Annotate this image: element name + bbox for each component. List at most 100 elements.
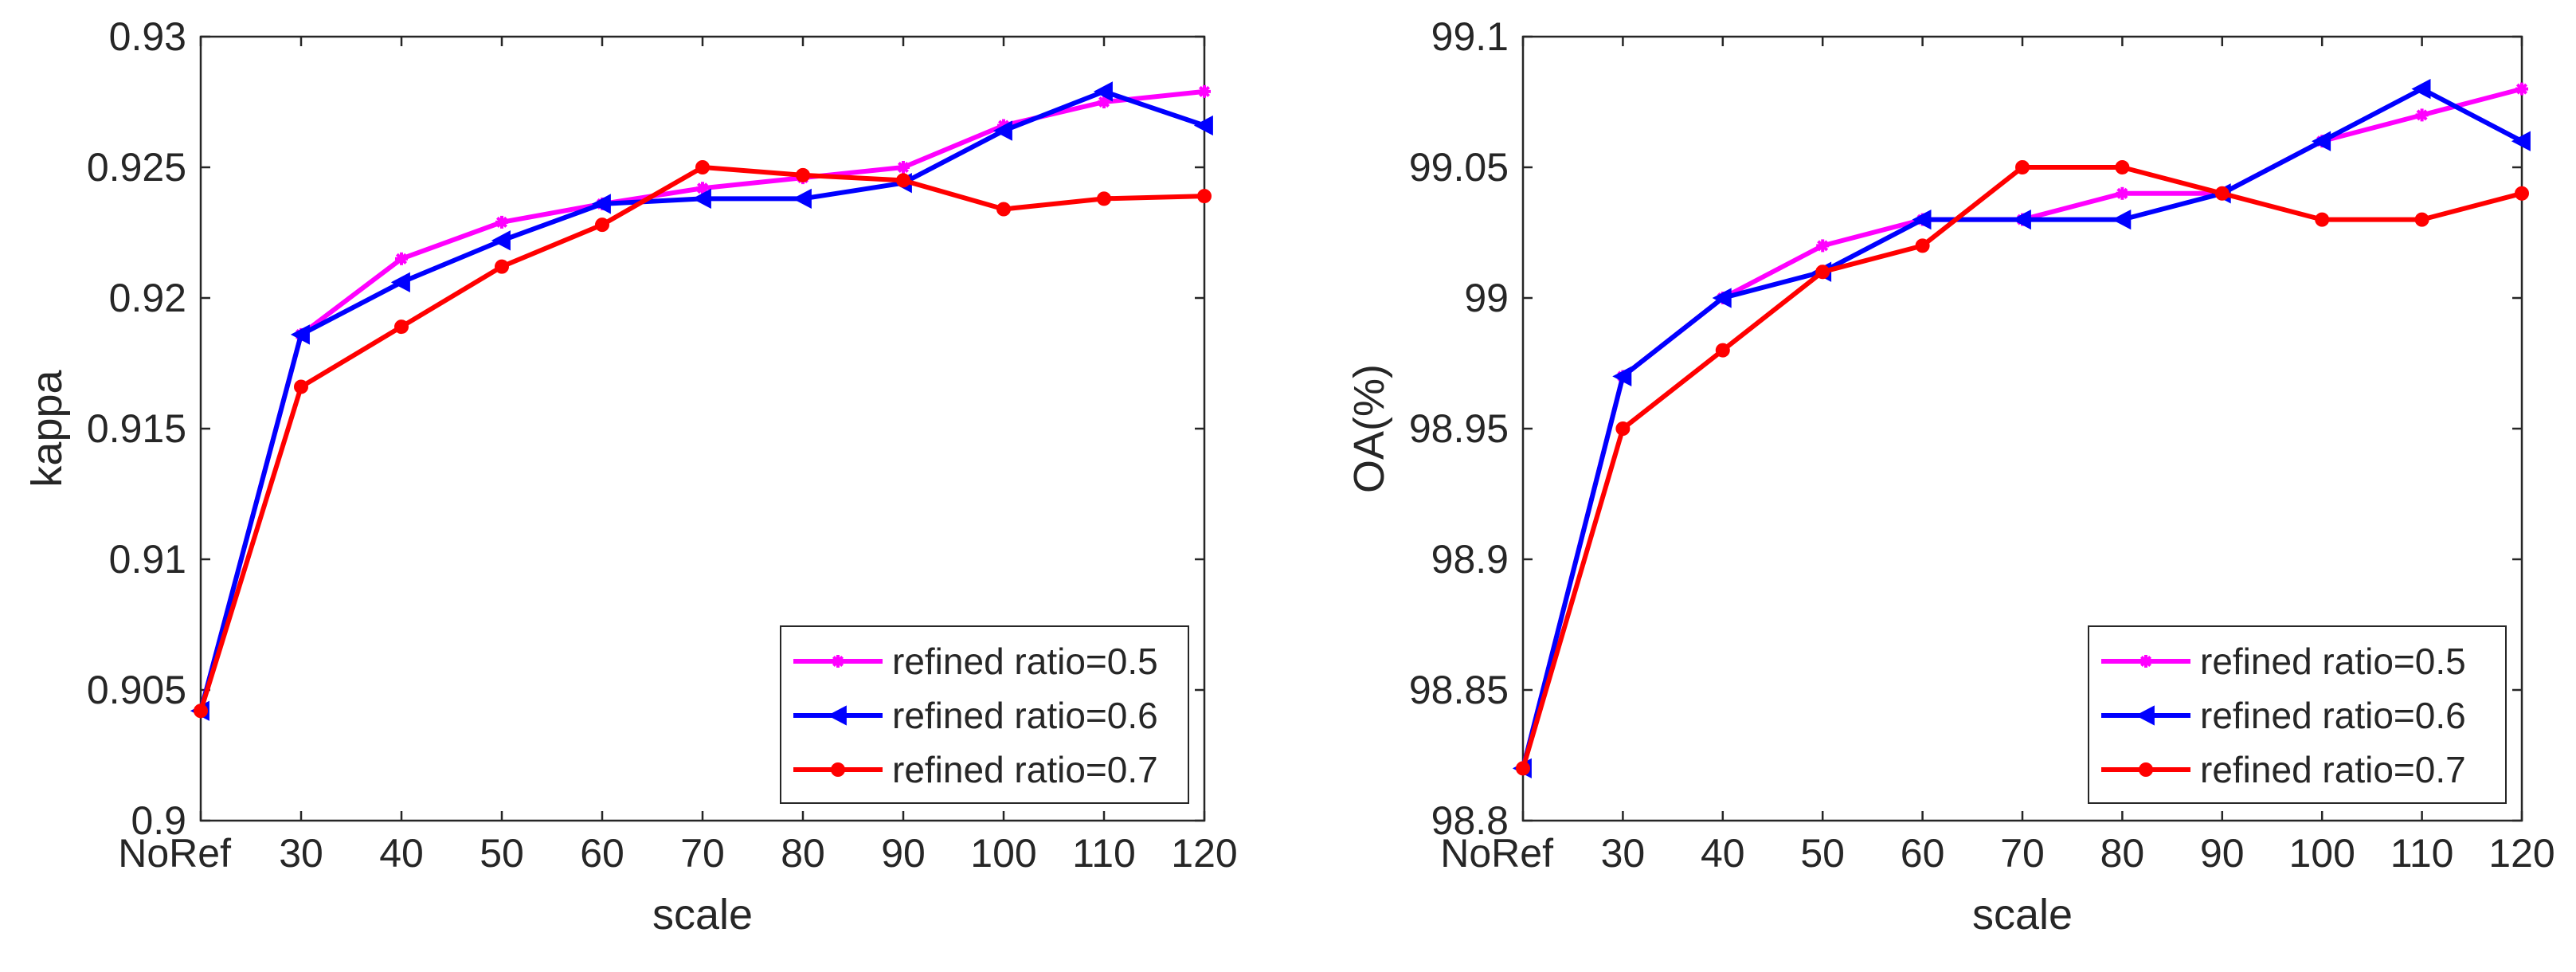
x-tick-label: 60 xyxy=(1901,831,1945,876)
data-point-series-1 xyxy=(1198,84,1211,98)
legend-marker xyxy=(2139,762,2153,777)
data-point-series-3 xyxy=(796,167,810,182)
data-point-series-2 xyxy=(2112,209,2132,230)
x-tick-label: 80 xyxy=(2100,831,2145,876)
legend-label: refined ratio=0.7 xyxy=(892,749,1158,790)
x-tick-label: 120 xyxy=(1171,831,1237,876)
data-point-series-3 xyxy=(695,160,710,174)
data-point-series-3 xyxy=(2414,212,2429,227)
x-tick-label: 90 xyxy=(881,831,926,876)
data-point-series-3 xyxy=(2015,160,2030,174)
x-tick-label: 70 xyxy=(680,831,725,876)
data-point-series-1-stroke-3 xyxy=(1817,240,1829,252)
data-point-series-3 xyxy=(2214,186,2230,201)
legend-marker-stroke-3 xyxy=(832,655,844,668)
data-point-series-1-stroke-3 xyxy=(2116,187,2128,199)
x-tick-label: 100 xyxy=(2288,831,2355,876)
x-tick-label: NoRef xyxy=(1440,831,1553,876)
data-point-series-1-stroke-3 xyxy=(696,182,709,194)
x-tick-label: 110 xyxy=(2390,831,2454,876)
data-point-series-1-stroke-3 xyxy=(395,253,408,265)
data-point-series-2 xyxy=(1193,115,1213,136)
legend-label: refined ratio=0.5 xyxy=(892,641,1158,682)
x-tick-label: 70 xyxy=(2000,831,2045,876)
y-tick-label: 99.1 xyxy=(1431,14,1509,59)
data-point-series-3 xyxy=(1815,265,1830,280)
data-point-series-1 xyxy=(2116,186,2129,200)
legend-marker xyxy=(2139,655,2152,668)
legend: refined ratio=0.5 refined ratio=0.6 refine… xyxy=(780,625,1189,804)
y-tick-label: 0.9 xyxy=(131,798,186,843)
y-tick-label: 98.85 xyxy=(1409,668,1509,712)
data-point-series-2 xyxy=(1093,81,1113,102)
data-point-series-1 xyxy=(2415,108,2429,122)
x-axis-label: scale xyxy=(1972,891,2073,939)
x-tick-label: 60 xyxy=(580,831,624,876)
data-point-series-1 xyxy=(696,182,709,195)
x-tick-label: 110 xyxy=(1072,831,1136,876)
x-tick-label: NoRef xyxy=(118,831,231,876)
data-point-series-2 xyxy=(992,120,1012,141)
data-point-series-1-stroke-3 xyxy=(495,216,508,228)
legend-label: refined ratio=0.5 xyxy=(2200,641,2466,682)
data-point-series-2 xyxy=(390,272,410,292)
data-point-series-1-stroke-3 xyxy=(1098,96,1110,108)
legend-marker xyxy=(831,762,845,777)
data-point-series-2 xyxy=(1612,366,1632,387)
y-tick-label: 0.915 xyxy=(87,406,186,451)
data-point-series-3 xyxy=(1615,421,1631,436)
data-point-series-3 xyxy=(1097,191,1111,206)
y-tick-label: 0.91 xyxy=(109,537,186,582)
x-tick-label: 80 xyxy=(781,831,825,876)
data-point-series-3 xyxy=(194,704,208,719)
data-point-series-1 xyxy=(495,215,508,229)
data-point-series-3 xyxy=(1915,238,1930,253)
data-point-series-2 xyxy=(2011,209,2031,230)
data-point-series-1-stroke-3 xyxy=(897,161,910,174)
data-point-series-3 xyxy=(495,259,509,274)
y-tick-label: 98.9 xyxy=(1431,537,1509,582)
y-tick-label: 98.8 xyxy=(1431,798,1509,843)
x-tick-label: 40 xyxy=(1701,831,1745,876)
x-tick-label: 30 xyxy=(279,831,323,876)
y-tick-label: 99 xyxy=(1464,276,1509,320)
legend-label: refined ratio=0.6 xyxy=(892,695,1158,736)
legend-label: refined ratio=0.6 xyxy=(2200,695,2466,736)
data-point-series-3 xyxy=(1715,343,1730,358)
data-point-series-2 xyxy=(691,188,711,210)
legend-marker xyxy=(827,705,847,726)
data-point-series-1 xyxy=(897,161,910,174)
data-point-series-3 xyxy=(2515,186,2529,201)
legend-marker xyxy=(832,655,844,668)
x-tick-label: 40 xyxy=(379,831,424,876)
data-point-series-2 xyxy=(290,324,310,345)
data-point-series-3 xyxy=(896,173,910,188)
data-point-series-1 xyxy=(2515,82,2528,96)
data-point-series-1 xyxy=(1816,239,1830,253)
data-point-series-3 xyxy=(1516,761,1530,776)
data-point-series-1-stroke-3 xyxy=(2416,109,2428,121)
y-tick-label: 0.93 xyxy=(109,14,186,59)
data-point-series-2 xyxy=(792,188,812,210)
x-tick-label: 50 xyxy=(480,831,524,876)
data-point-series-3 xyxy=(1197,189,1212,204)
x-axis-label: scale xyxy=(652,891,753,939)
data-point-series-3 xyxy=(996,202,1011,217)
legend: refined ratio=0.5 refined ratio=0.6 refine… xyxy=(2088,625,2507,804)
data-point-series-2 xyxy=(2511,131,2531,151)
legend-marker-stroke-3 xyxy=(2139,655,2152,668)
x-tick-label: 120 xyxy=(2488,831,2554,876)
data-point-series-3 xyxy=(595,218,609,233)
legend-marker xyxy=(2135,705,2155,726)
y-tick-label: 99.05 xyxy=(1409,145,1509,190)
x-tick-label: 90 xyxy=(2200,831,2245,876)
data-point-series-3 xyxy=(294,379,308,394)
legend-label: refined ratio=0.7 xyxy=(2200,749,2466,790)
data-point-series-3 xyxy=(2115,160,2130,174)
data-point-series-2 xyxy=(1712,288,1732,308)
data-point-series-2 xyxy=(2312,131,2331,151)
data-point-series-1 xyxy=(1098,96,1110,108)
x-tick-label: 100 xyxy=(970,831,1036,876)
y-tick-label: 98.95 xyxy=(1409,406,1509,451)
